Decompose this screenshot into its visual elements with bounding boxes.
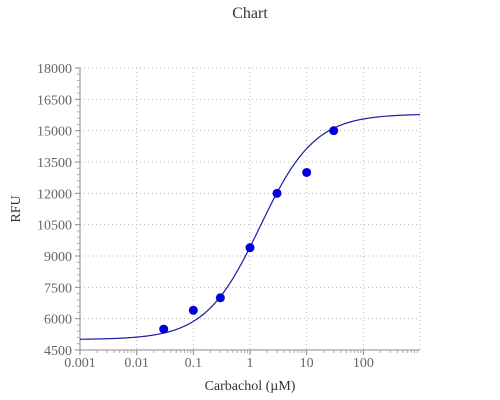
y-axis-title: RFU xyxy=(9,195,24,222)
data-point xyxy=(272,188,282,198)
y-tick-label: 13500 xyxy=(37,156,72,171)
y-tick-label: 7500 xyxy=(44,281,72,296)
x-axis-title: Carbachol (µM) xyxy=(205,379,296,394)
y-tick-label: 16500 xyxy=(37,93,72,108)
data-point xyxy=(329,126,339,136)
grid xyxy=(79,67,421,351)
y-axis-ticks: 4500 6000 7500 9000 10500 12000 13500 15000 1650… xyxy=(37,62,80,359)
y-tick-label: 18000 xyxy=(37,62,72,77)
x-tick-label: 100 xyxy=(353,356,374,371)
axes xyxy=(79,68,420,351)
y-tick-label: 10500 xyxy=(37,219,72,234)
data-point xyxy=(245,243,255,253)
chart-title: Chart xyxy=(232,5,268,22)
data-point xyxy=(159,324,169,334)
x-tick-label: 0.001 xyxy=(64,356,96,371)
data-point xyxy=(188,305,198,315)
y-tick-label: 6000 xyxy=(44,313,72,328)
x-tick-label: 0.01 xyxy=(124,356,149,371)
x-tick-label: 0.1 xyxy=(185,356,203,371)
y-tick-label: 4500 xyxy=(44,344,72,359)
x-axis-ticks: 0.001 0.01 0.1 1 10 100 xyxy=(64,350,418,371)
y-tick-label: 15000 xyxy=(37,125,72,140)
data-point xyxy=(215,293,225,303)
plot-area xyxy=(79,114,421,340)
x-tick-label: 1 xyxy=(247,356,254,371)
x-tick-label: 10 xyxy=(300,356,314,371)
y-tick-label: 12000 xyxy=(37,187,72,202)
data-point xyxy=(302,167,312,177)
y-tick-label: 9000 xyxy=(44,250,72,265)
